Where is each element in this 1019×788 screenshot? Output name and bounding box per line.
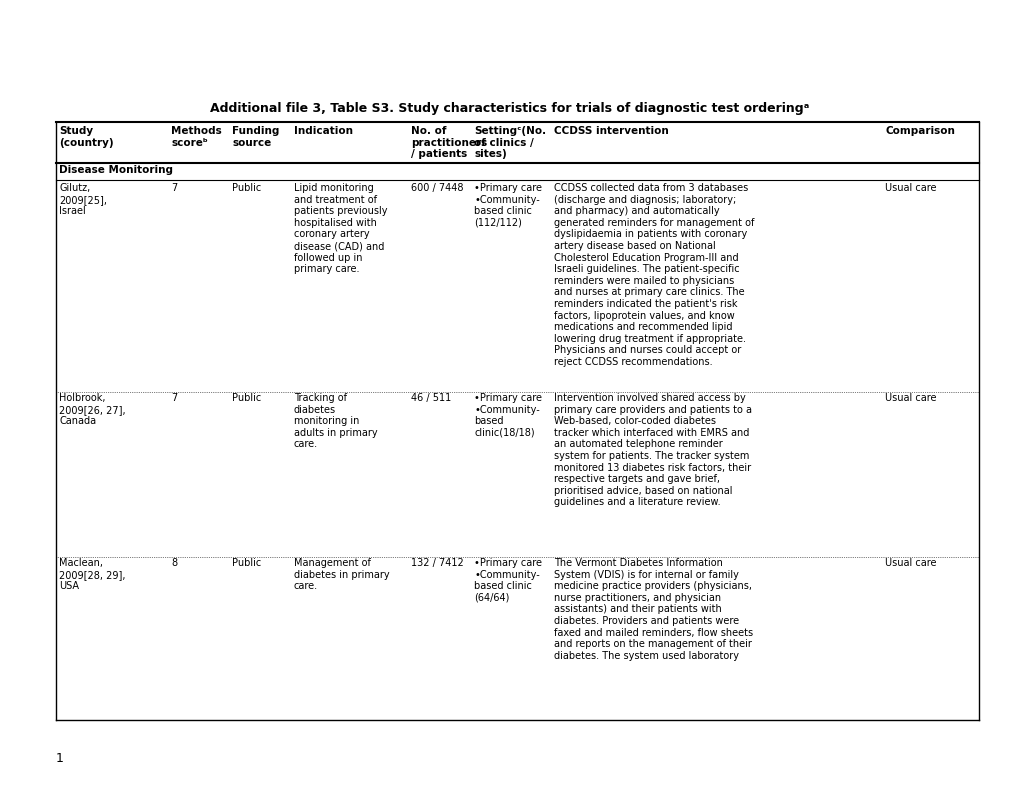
Text: Funding
source: Funding source [232, 126, 279, 147]
Text: 132 / 7412: 132 / 7412 [411, 558, 464, 568]
Text: 8: 8 [171, 558, 177, 568]
Text: Lipid monitoring
and treatment of
patients previously
hospitalised with
coronary: Lipid monitoring and treatment of patien… [293, 183, 387, 274]
Text: Public: Public [232, 183, 262, 193]
Text: 7: 7 [171, 393, 177, 403]
Text: 1: 1 [56, 752, 64, 764]
Text: Usual care: Usual care [884, 393, 935, 403]
Text: Management of
diabetes in primary
care.: Management of diabetes in primary care. [293, 558, 389, 591]
Text: CCDSS intervention: CCDSS intervention [553, 126, 667, 136]
Text: No. of
practitioners
/ patients: No. of practitioners / patients [411, 126, 487, 159]
Text: The Vermont Diabetes Information
System (VDIS) is for internal or family
medicin: The Vermont Diabetes Information System … [553, 558, 752, 661]
Text: Indication: Indication [293, 126, 353, 136]
Text: Settingᶜ(No.
of clinics /
sites): Settingᶜ(No. of clinics / sites) [474, 126, 546, 159]
Text: Usual care: Usual care [884, 558, 935, 568]
Text: Gilutz,
2009[25],
Israel: Gilutz, 2009[25], Israel [59, 183, 107, 216]
Text: Methods
scoreᵇ: Methods scoreᵇ [171, 126, 222, 147]
Text: •Primary care
•Community-
based clinic
(112/112): •Primary care •Community- based clinic (… [474, 183, 542, 228]
Text: Intervention involved shared access by
primary care providers and patients to a
: Intervention involved shared access by p… [553, 393, 751, 507]
Text: 7: 7 [171, 183, 177, 193]
Text: Disease Monitoring: Disease Monitoring [59, 165, 173, 175]
Text: Holbrook,
2009[26, 27],
Canada: Holbrook, 2009[26, 27], Canada [59, 393, 125, 426]
Text: Usual care: Usual care [884, 183, 935, 193]
Text: •Primary care
•Community-
based
clinic(18/18): •Primary care •Community- based clinic(1… [474, 393, 542, 438]
Text: •Primary care
•Community-
based clinic
(64/64): •Primary care •Community- based clinic (… [474, 558, 542, 603]
Text: Tracking of
diabetes
monitoring in
adults in primary
care.: Tracking of diabetes monitoring in adult… [293, 393, 377, 449]
Text: Public: Public [232, 558, 262, 568]
Text: Comparison: Comparison [884, 126, 954, 136]
Text: Public: Public [232, 393, 262, 403]
Text: 600 / 7448: 600 / 7448 [411, 183, 463, 193]
Text: CCDSS collected data from 3 databases
(discharge and diagnosis; laboratory;
and : CCDSS collected data from 3 databases (d… [553, 183, 753, 367]
Text: Additional file 3, Table S3. Study characteristics for trials of diagnostic test: Additional file 3, Table S3. Study chara… [210, 102, 809, 114]
Text: Study
(country): Study (country) [59, 126, 113, 147]
Text: 46 / 511: 46 / 511 [411, 393, 450, 403]
Text: Maclean,
2009[28, 29],
USA: Maclean, 2009[28, 29], USA [59, 558, 125, 591]
